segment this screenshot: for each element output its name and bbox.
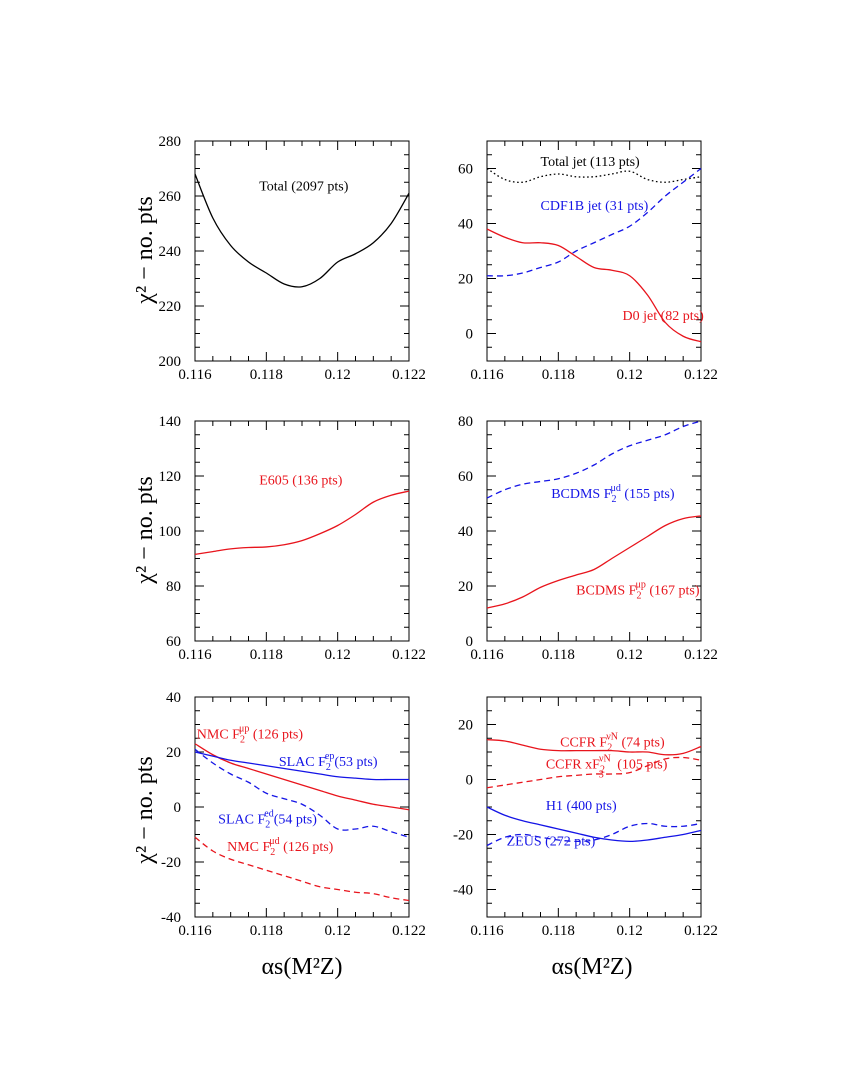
series-line-2 [194,751,410,781]
plot-frame [486,420,702,642]
y-tick-label: 40 [458,524,473,540]
x-tick-label: 0.122 [392,923,426,939]
series-label: E605 (136 pts) [259,473,343,488]
x-tick-label: 0.122 [392,647,426,663]
x-tick-label: 0.116 [470,367,504,383]
series-label: Total (2097 pts) [259,180,349,195]
x-axis-label-left: αs(M²Z) [261,954,342,980]
x-tick-label: 0.122 [684,367,718,383]
y-tick-label: -40 [161,910,181,926]
x-tick-label: 0.12 [325,923,351,939]
x-tick-label: 0.118 [250,647,283,663]
series-line-4 [486,822,702,847]
series-label: BCDMS F2μd (155 pts) [551,483,675,505]
series-label: CDF1B jet (31 pts) [541,199,649,214]
x-tick-label: 0.122 [684,647,718,663]
series-line-1 [194,173,410,288]
series-line-3 [486,228,702,343]
series-label: SLAC F2ed(54 pts) [218,809,317,831]
y-tick-label: -20 [453,828,473,844]
x-tick-label: 0.116 [470,923,504,939]
series-line-1 [194,743,410,811]
y-tick-label: 100 [159,524,182,540]
x-tick-label: 0.116 [178,923,212,939]
series-line-2 [486,515,702,609]
plot-frame [194,140,410,362]
chart-panel-5: 0.116 0.118 0.12 0.122 -40 -20 0 20 40 NMC F2μp (… [161,690,426,939]
x-tick-label: 0.118 [542,923,575,939]
chart-panel-6: 0.116 0.118 0.12 0.122 -40 -20 0 20 CCFR F2νN (7… [453,696,718,939]
y-tick-label: 40 [458,217,473,233]
y-tick-label: 20 [458,272,473,288]
x-tick-label: 0.118 [542,367,575,383]
y-axis-label-middle: χ² − no. pts [132,476,158,584]
y-tick-label: 60 [458,162,473,178]
y-tick-label: 260 [159,189,182,205]
y-tick-label: 220 [159,299,182,315]
x-tick-label: 0.12 [325,367,351,383]
y-tick-label: 0 [466,634,474,650]
x-tick-label: 0.118 [250,367,283,383]
y-tick-label: 40 [166,690,181,706]
y-tick-label: 240 [159,244,182,260]
series-line-2 [486,167,702,277]
x-tick-label: 0.116 [178,647,212,663]
y-tick-label: 200 [159,354,182,370]
x-tick-label: 0.116 [178,367,212,383]
y-axis-label-top: χ² − no. pts [132,196,158,304]
y-tick-label: 80 [458,414,473,430]
y-tick-label: 20 [458,718,473,734]
x-tick-label: 0.12 [617,923,643,939]
x-tick-label: 0.116 [470,647,504,663]
chart-panel-4: 0.116 0.118 0.12 0.122 0 20 40 60 80 BCDMS F2μd (… [458,414,718,663]
series-label: BCDMS F2μp (167 pts) [576,579,700,601]
x-tick-label: 0.12 [617,647,643,663]
y-tick-label: 60 [166,634,181,650]
series-label: D0 jet (82 pts) [623,309,705,324]
series-line-2 [486,756,702,789]
series-label: CCFR F2νN (74 pts) [560,732,665,754]
series-label: H1 (400 pts) [546,799,617,814]
series-line-3 [486,806,702,843]
y-tick-label: 0 [466,773,474,789]
y-tick-label: 20 [166,745,181,761]
y-tick-label: -40 [453,883,473,899]
series-line-1 [486,167,702,184]
y-axis-label-bottom: χ² − no. pts [132,756,158,864]
series-line-3 [194,748,410,838]
x-tick-label: 0.118 [542,647,575,663]
x-tick-label: 0.12 [617,367,643,383]
series-label: Total jet (113 pts) [541,155,641,170]
series-line-4 [194,836,410,902]
chart-panel-1: 0.116 0.118 0.12 0.122 200 220 240 260 280 Total … [159,134,426,383]
series-label: SLAC F2ep(53 pts) [279,751,378,773]
y-tick-label: 280 [159,134,182,150]
x-tick-label: 0.122 [392,367,426,383]
series-label: ZEUS (272 pts) [507,835,596,850]
y-tick-label: 140 [159,414,182,430]
y-tick-label: 120 [159,469,182,485]
series-label: NMC F2μd (126 pts) [227,836,334,858]
series-line-1 [194,490,410,556]
y-tick-label: 0 [174,800,182,816]
y-tick-label: 0 [466,327,474,343]
plot-frame [486,140,702,362]
chart-panel-2: 0.116 0.118 0.12 0.122 0 20 40 60 Total jet (113… [458,140,718,383]
series-line-1 [486,420,702,499]
x-tick-label: 0.122 [684,923,718,939]
y-tick-label: 60 [458,469,473,485]
chart-panel-3: 0.116 0.118 0.12 0.122 60 80 100 120 140 E605 (13… [159,414,426,663]
series-line-1 [486,738,702,756]
y-tick-label: 20 [458,579,473,595]
series-label: NMC F2μp (126 pts) [197,723,304,745]
x-tick-label: 0.118 [250,923,283,939]
y-tick-label: -20 [161,855,181,871]
x-tick-label: 0.12 [325,647,351,663]
plot-frame [194,420,410,642]
x-axis-label-right: αs(M²Z) [551,954,632,980]
series-label: CCFR xF2νN 3 (105 pts) [546,754,668,781]
y-tick-label: 80 [166,579,181,595]
